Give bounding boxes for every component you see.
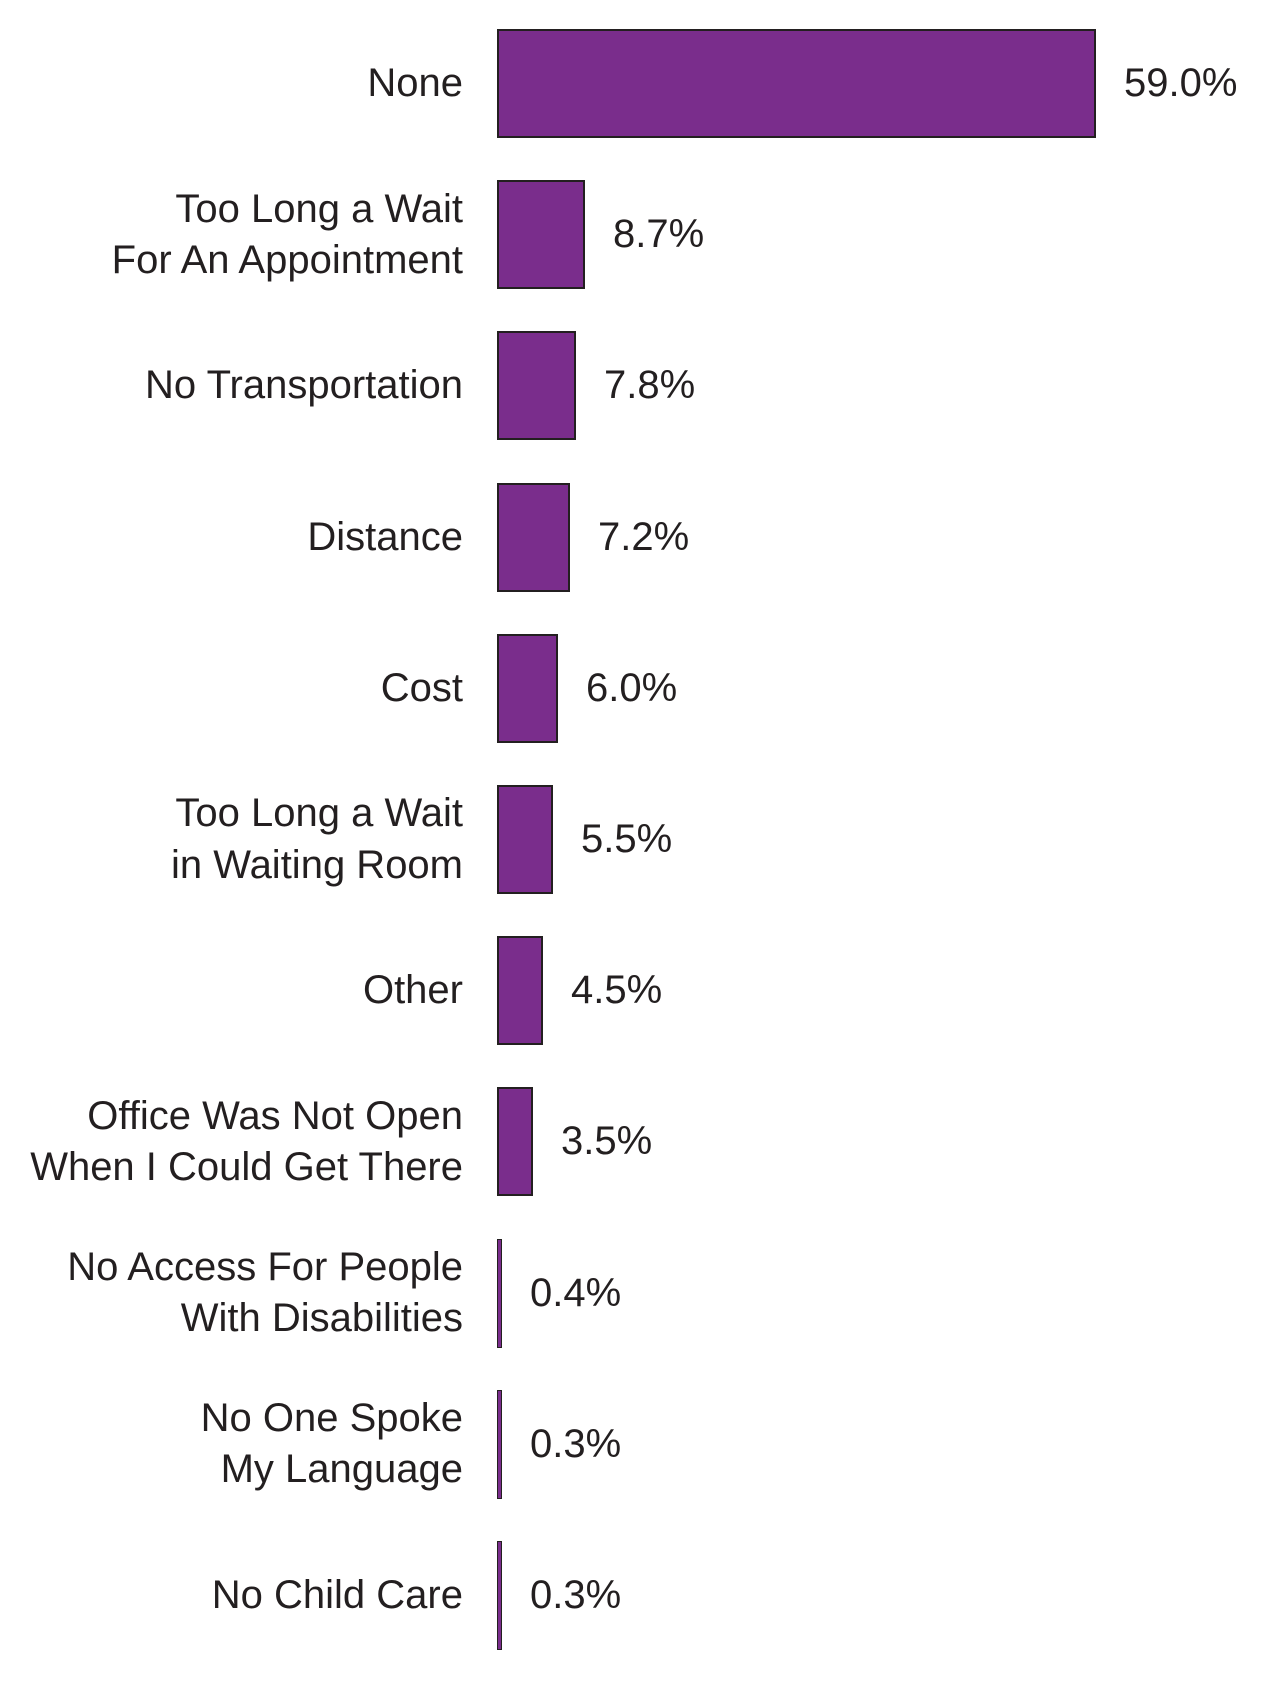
bar: [497, 1238, 502, 1348]
bar-cell: 59.0%: [497, 8, 1237, 159]
category-label: No Transportation: [145, 363, 463, 408]
category-label: No Access For People With Disabilities: [67, 1244, 463, 1341]
value-label: 0.3%: [530, 1572, 622, 1617]
bar: [497, 785, 553, 895]
chart-row: Too Long a Wait in Waiting Room 5.5%: [0, 764, 1261, 915]
bar: [497, 180, 585, 290]
bar-cell: 0.4%: [497, 1218, 621, 1369]
value-label: 4.5%: [571, 968, 663, 1013]
bar-cell: 5.5%: [497, 764, 672, 915]
chart-row: No Access For People With Disabilities 0.…: [0, 1218, 1261, 1369]
value-label: 8.7%: [613, 212, 705, 257]
bar: [497, 633, 558, 743]
category-label: No One Spoke My Language: [200, 1396, 463, 1492]
category-label: Distance: [307, 514, 463, 559]
bar: [497, 1389, 502, 1499]
bar: [497, 1540, 502, 1650]
value-label: 59.0%: [1124, 61, 1238, 106]
chart-row: No One Spoke My Language 0.3%: [0, 1369, 1261, 1520]
value-label: 7.8%: [604, 363, 696, 408]
chart-row: No Child Care 0.3%: [0, 1520, 1261, 1671]
value-label: 0.3%: [530, 1421, 622, 1466]
bar: [497, 482, 570, 592]
value-label: 3.5%: [561, 1119, 653, 1164]
bar-cell: 0.3%: [497, 1369, 621, 1520]
category-label: Office Was Not Open When I Could Get The…: [30, 1093, 463, 1189]
chart-row: No Transportation 7.8%: [0, 310, 1261, 461]
category-label: Too Long a Wait For An Appointment: [111, 186, 463, 282]
value-label: 7.2%: [598, 514, 690, 559]
bar: [497, 29, 1096, 139]
value-label: 0.4%: [530, 1270, 622, 1315]
bar-cell: 8.7%: [497, 159, 704, 310]
bar: [497, 1087, 533, 1197]
chart-row: Other 4.5%: [0, 915, 1261, 1066]
bar-cell: 7.8%: [497, 310, 695, 461]
category-label: None: [367, 61, 463, 105]
bar-cell: 4.5%: [497, 915, 662, 1066]
value-label: 6.0%: [586, 665, 678, 710]
chart-row: Distance 7.2%: [0, 462, 1261, 613]
bar-cell: 6.0%: [497, 613, 677, 764]
chart-row: Too Long a Wait For An Appointment 8.7%: [0, 159, 1261, 310]
bar-cell: 3.5%: [497, 1066, 652, 1217]
category-label: Cost: [380, 665, 463, 710]
chart-row: Cost 6.0%: [0, 613, 1261, 764]
bar-cell: 0.3%: [497, 1520, 621, 1671]
chart-row: Office Was Not Open When I Could Get The…: [0, 1066, 1261, 1217]
bar: [497, 331, 576, 441]
chart-row: None 59.0%: [0, 8, 1261, 159]
value-label: 5.5%: [581, 817, 673, 862]
category-label: Other: [362, 968, 463, 1013]
bar-cell: 7.2%: [497, 462, 689, 613]
bar: [497, 936, 543, 1046]
category-label: No Child Care: [211, 1572, 463, 1617]
category-label: Too Long a Wait in Waiting Room: [171, 791, 463, 887]
